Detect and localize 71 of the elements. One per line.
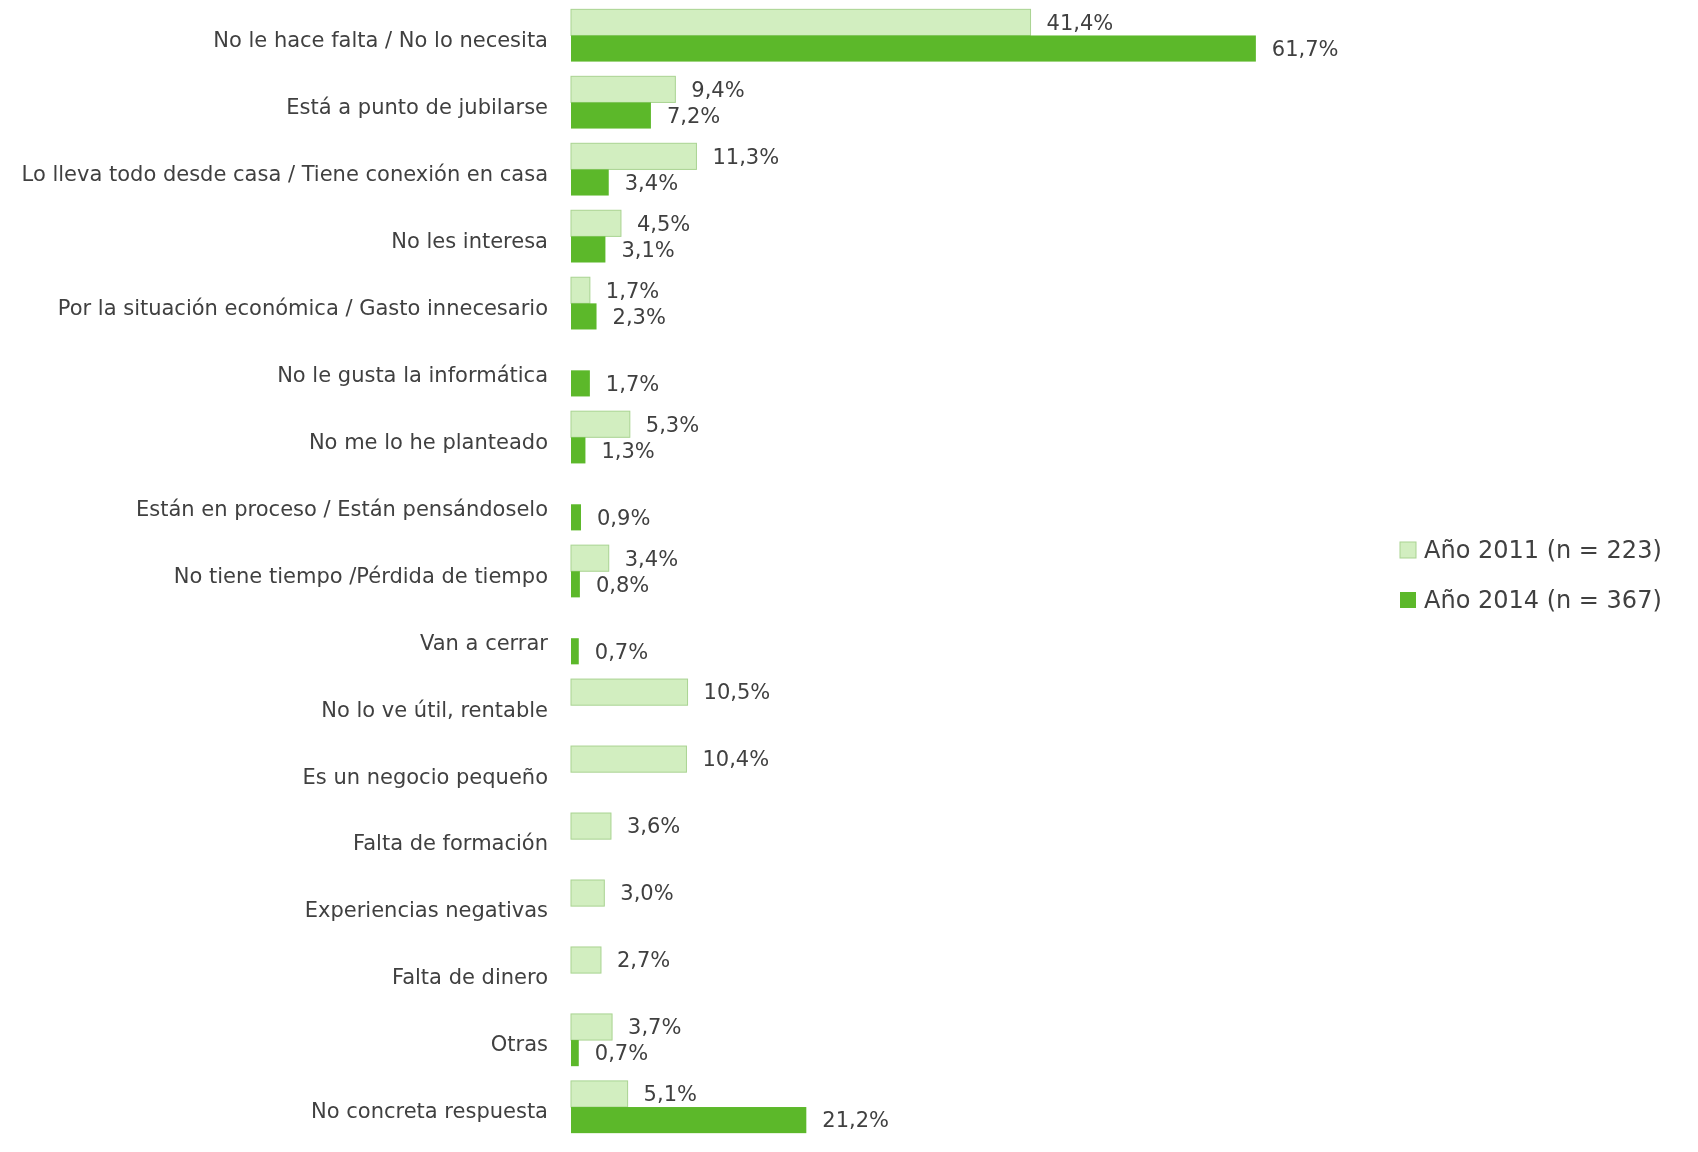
y-tick-label: No le hace falta / No lo necesita [213,27,548,52]
y-tick-label: No concreta respuesta [311,1099,548,1124]
bar [570,678,689,706]
y-tick-label: Lo lleva todo desde casa / Tiene conexión en casa [21,161,548,186]
data-label: 1,7% [605,278,660,303]
data-label: 0,8% [595,572,650,597]
y-tick-label: No le gusta la informática [277,362,548,387]
bar [571,504,581,531]
data-label: 3,0% [620,881,674,906]
data-label: 4,5% [636,211,691,236]
data-label: 41,4% [1046,10,1114,35]
bar [570,8,1032,36]
bar [571,1107,807,1134]
data-label: 3,6% [626,814,681,839]
data-label: 10,5% [703,680,771,705]
data-label: 0,7% [594,639,649,664]
bar [571,437,586,464]
y-tick-label: No me lo he planteado [308,429,548,454]
data-label: 21,2% [822,1108,890,1133]
bar [571,169,609,196]
bar [570,142,697,170]
bar [571,236,606,263]
bar [570,879,605,907]
bar [571,1040,579,1067]
bar [570,946,602,974]
bar [570,1013,613,1041]
data-label: 0,7% [594,1041,649,1066]
bar [570,812,612,840]
bar [570,75,676,103]
data-label: 1,3% [601,438,655,463]
bar [571,303,597,330]
y-tick-label: No tiene tiempo /Pérdida de tiempo [173,563,548,588]
legend-label: Año 2014 (n = 367) [1424,586,1662,615]
y-tick-label: Falta de dinero [392,965,548,990]
y-tick-label: Falta de formación [353,831,548,856]
bar [571,102,651,129]
y-tick-label: Van a cerrar [420,630,549,655]
bar [571,370,590,397]
data-label: 1,7% [605,371,660,396]
bar [570,1080,629,1108]
data-label: 5,3% [645,412,700,437]
y-tick-label: Está a punto de jubilarse [286,94,548,119]
y-tick-label: No les interesa [391,228,548,253]
bar [570,276,591,304]
y-tick-label: Experiencias negativas [304,898,548,923]
y-tick-label: No lo ve útil, rentable [321,697,548,722]
data-label: 11,3% [712,144,780,169]
y-tick-label: Por la situación económica / Gasto innecesario [57,295,548,320]
bar [570,209,622,237]
bar [571,35,1256,62]
data-label: 61,7% [1271,36,1339,61]
bar [570,410,631,438]
bar [570,544,610,572]
data-label: 3,1% [621,237,675,262]
bar [571,638,579,665]
data-label: 3,4% [624,170,679,195]
data-label: 7,2% [666,103,721,128]
data-label: 10,4% [702,747,770,772]
data-label: 3,4% [624,546,679,571]
data-label: 2,3% [612,304,666,329]
data-label: 2,7% [616,948,671,973]
data-label: 5,1% [643,1082,697,1107]
y-tick-label: Están en proceso / Están pensándoselo [136,496,548,521]
bar [571,571,580,598]
data-label: 0,9% [596,505,651,530]
bar [570,745,687,773]
data-label: 9,4% [691,77,745,102]
y-tick-label: Otras [490,1032,548,1057]
legend-label: Año 2011 (n = 223) [1424,536,1662,565]
y-tick-label: Es un negocio pequeño [302,764,548,789]
data-label: 3,7% [628,1015,682,1040]
